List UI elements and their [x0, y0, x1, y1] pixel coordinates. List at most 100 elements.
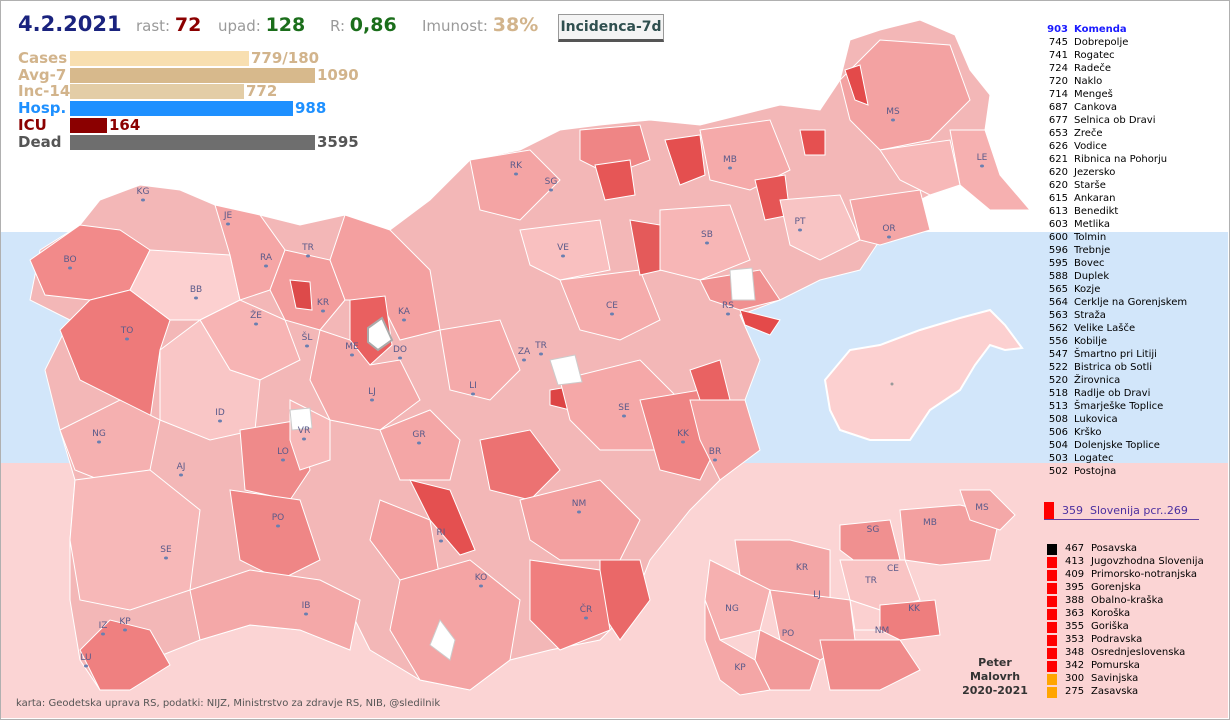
region-legend-value: 413	[1065, 556, 1085, 567]
ranking-name: Trebnje	[1074, 245, 1111, 256]
ranking-name: Tolmin	[1074, 232, 1107, 243]
ranking-name: Mengeš	[1074, 89, 1113, 100]
map-label: BB	[190, 285, 202, 295]
ranking-name: Ribnica na Pohorju	[1074, 154, 1168, 165]
region-legend-name: Goriška	[1091, 621, 1129, 632]
region-map-label: KR	[796, 563, 808, 573]
stat-bar	[70, 84, 244, 99]
map-city-marker	[254, 322, 258, 326]
region-white-2	[729, 267, 756, 301]
map-label: RS	[722, 301, 734, 311]
map-label: NG	[92, 429, 106, 439]
region-legend-swatch	[1047, 609, 1057, 620]
map-label: KG	[137, 187, 150, 197]
region-crnomelj	[529, 559, 611, 651]
map-label: MB	[723, 155, 737, 165]
region-legend-value: 409	[1065, 569, 1085, 580]
ranking-name: Velike Lašče	[1074, 323, 1136, 334]
region-legend-swatch	[1047, 674, 1057, 685]
region-legend-name: Zasavska	[1091, 686, 1139, 697]
ranking-value: 563	[1048, 310, 1068, 321]
map-label: TO	[120, 326, 134, 336]
ranking-name: Šmartno pri Litiji	[1074, 349, 1157, 360]
map-label: LJ	[368, 387, 376, 397]
view-toggle-button[interactable]: Incidenca-7d	[558, 14, 664, 42]
region-legend-swatch	[1047, 635, 1057, 646]
ranking-name: Dolenjske Toplice	[1074, 440, 1160, 451]
region-legend-value: 467	[1065, 543, 1085, 554]
map-label: PT	[795, 217, 806, 227]
ranking-name: Radeče	[1074, 63, 1112, 74]
ranking-name: Bistrica ob Sotli	[1074, 362, 1153, 373]
region-map-label: LJ	[813, 590, 821, 600]
imunost-value: 38%	[492, 14, 539, 36]
ranking-value: 513	[1048, 401, 1068, 412]
region-celje	[559, 269, 661, 341]
map-city-marker	[84, 664, 88, 668]
region-trebnje	[479, 429, 561, 501]
region-map-label: NG	[725, 604, 739, 614]
map-city-marker	[402, 318, 406, 322]
ranking-name: Krško	[1074, 427, 1102, 438]
region-map-label: KK	[908, 604, 921, 614]
map-label: TR	[301, 243, 314, 253]
map-label: CE	[606, 301, 618, 311]
region-legend-value: 348	[1065, 647, 1085, 658]
ranking-value: 714	[1048, 89, 1068, 100]
stat-bar	[70, 118, 107, 133]
stat-label: Hosp.	[18, 99, 67, 117]
map-city-marker	[610, 312, 614, 316]
date-label: 4.2.2021	[18, 12, 122, 36]
map-label: OR	[882, 224, 895, 234]
ranking-value: 504	[1048, 440, 1068, 451]
region-kamnik	[329, 214, 441, 341]
region-legend-name: Pomurska	[1091, 660, 1140, 671]
ranking-value: 677	[1048, 115, 1068, 126]
ranking-value: 547	[1048, 349, 1068, 360]
region-grosuplje	[379, 409, 461, 481]
stat-label: Inc-14	[18, 82, 71, 100]
ranking-name: Šmarješke Toplice	[1074, 401, 1164, 412]
map-label: RI	[437, 528, 446, 538]
map-label: JE	[223, 211, 233, 221]
map-city-marker	[281, 458, 285, 462]
region-legend-swatch	[1047, 557, 1057, 568]
region-ribnica-na-pohorju	[594, 159, 636, 201]
region-legend-name: Osrednjeslovenska	[1091, 647, 1186, 658]
map-city-marker	[68, 266, 72, 270]
map-label: SE	[618, 403, 630, 413]
map-label: KA	[398, 307, 411, 317]
region-map-label: TR	[864, 576, 877, 586]
region-postojna	[229, 489, 321, 581]
map-label: SE	[160, 545, 172, 555]
region-legend-name: Koroška	[1091, 608, 1131, 619]
region-ormoz	[849, 189, 931, 246]
ranking-value: 745	[1048, 37, 1068, 48]
region-map-label: PO	[782, 629, 795, 639]
ranking-name: Žirovnica	[1074, 375, 1121, 386]
map-city-marker	[522, 358, 526, 362]
map-city-marker	[305, 344, 309, 348]
region-ravne	[469, 149, 561, 221]
map-city-marker	[218, 419, 222, 423]
ranking-value: 621	[1048, 154, 1068, 165]
stat-value: 3595	[317, 133, 359, 151]
map-label: ŽE	[250, 309, 262, 321]
region-legend-swatch	[1047, 622, 1057, 633]
stat-value: 164	[109, 116, 141, 134]
map-label: SG	[545, 177, 558, 187]
map-city-marker	[439, 539, 443, 543]
region-ljutomer	[879, 139, 961, 196]
map-city-marker	[123, 628, 127, 632]
map-city-marker	[417, 441, 421, 445]
ranking-value: 613	[1048, 206, 1068, 217]
ranking-value: 502	[1048, 466, 1068, 477]
map-city-marker	[398, 356, 402, 360]
region-pomurska	[959, 489, 1016, 531]
region-legend-value: 275	[1065, 686, 1085, 697]
rast-label: rast:	[136, 17, 171, 35]
map-city-marker	[471, 392, 475, 396]
ranking-value: 600	[1048, 232, 1068, 243]
